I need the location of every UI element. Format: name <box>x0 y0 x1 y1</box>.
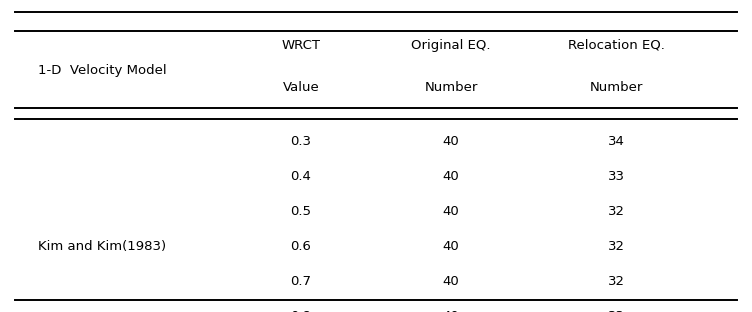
Text: Number: Number <box>590 81 643 94</box>
Text: WRCT: WRCT <box>281 39 320 52</box>
Text: 34: 34 <box>608 135 625 149</box>
Text: Relocation EQ.: Relocation EQ. <box>569 39 665 52</box>
Text: 33: 33 <box>608 310 625 312</box>
Text: 0.6: 0.6 <box>290 240 311 253</box>
Text: Original EQ.: Original EQ. <box>411 39 491 52</box>
Text: 0.3: 0.3 <box>290 135 311 149</box>
Text: 32: 32 <box>608 205 625 218</box>
Text: 40: 40 <box>443 310 459 312</box>
Text: 40: 40 <box>443 135 459 149</box>
Text: 40: 40 <box>443 205 459 218</box>
Text: 40: 40 <box>443 275 459 288</box>
Text: 0.8: 0.8 <box>290 310 311 312</box>
Text: Number: Number <box>425 81 478 94</box>
Text: Kim and Kim(1983): Kim and Kim(1983) <box>38 240 165 253</box>
Text: Value: Value <box>283 81 319 94</box>
Text: 33: 33 <box>608 170 625 183</box>
Text: 32: 32 <box>608 275 625 288</box>
Text: 40: 40 <box>443 170 459 183</box>
Text: 0.4: 0.4 <box>290 170 311 183</box>
Text: 1-D  Velocity Model: 1-D Velocity Model <box>38 64 166 77</box>
Text: 32: 32 <box>608 240 625 253</box>
Text: 0.5: 0.5 <box>290 205 311 218</box>
Text: 40: 40 <box>443 240 459 253</box>
Text: 0.7: 0.7 <box>290 275 311 288</box>
